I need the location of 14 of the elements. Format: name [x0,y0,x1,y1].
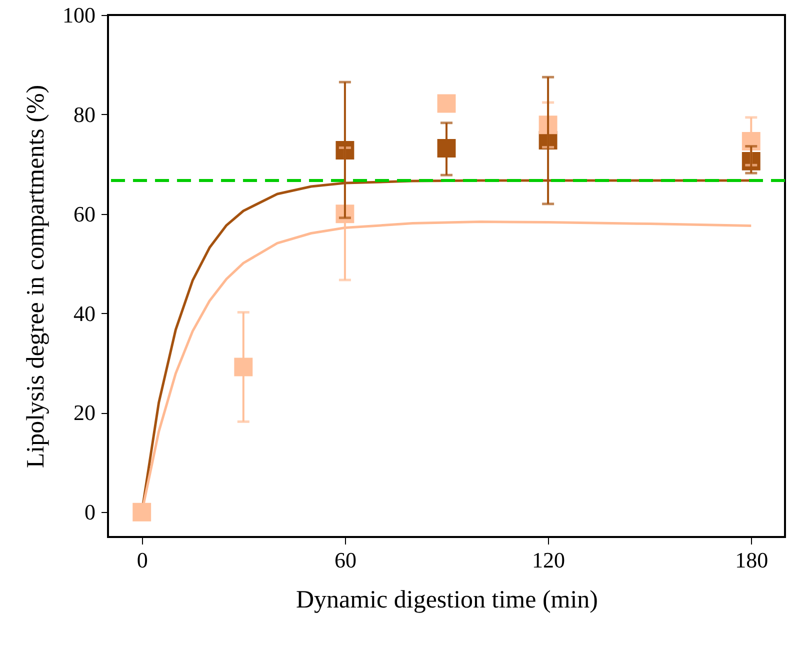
y-tick-label: 80 [74,102,96,127]
y-tick-label: 0 [84,500,96,525]
y-tick-label: 60 [74,201,96,226]
x-tick-label: 60 [334,548,356,572]
point [437,94,456,113]
x-axis-title: Dynamic digestion time (min) [296,586,598,614]
point [132,502,152,522]
x-tick-label: 180 [735,548,768,572]
y-tick-label: 20 [74,400,96,426]
y-axis-title: Lipolysis degree in compartments (%) [22,84,50,468]
y-tick-label: 40 [74,300,96,326]
x-tick-label: 120 [532,548,566,572]
y-tick-label: 100 [62,2,96,28]
x-tick-label: 0 [136,548,148,572]
